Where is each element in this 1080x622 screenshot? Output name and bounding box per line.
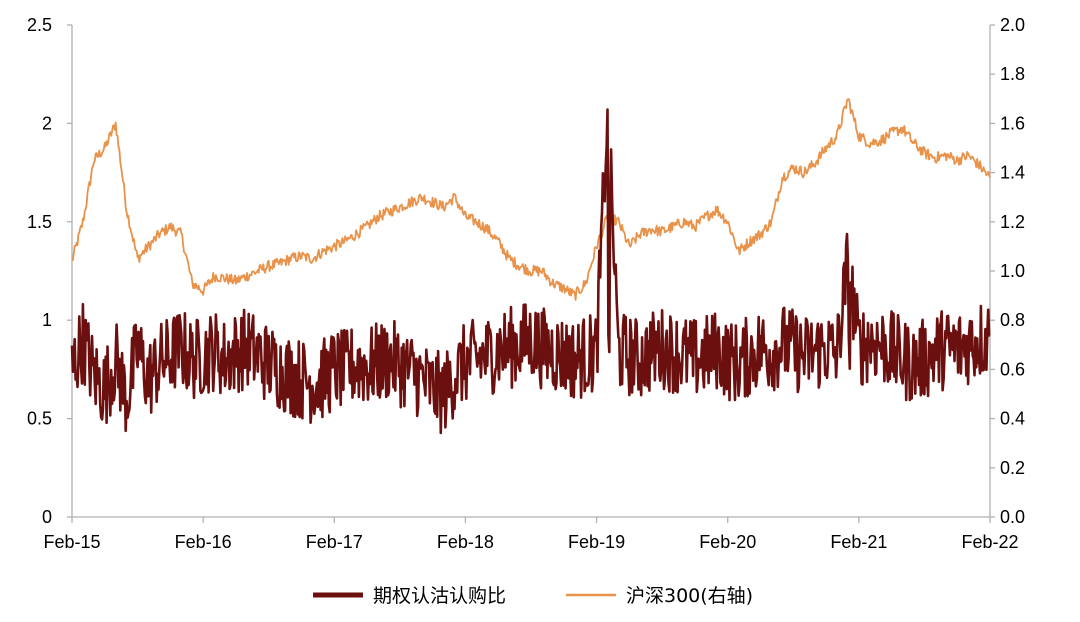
right-y-tick-label: 0.4 xyxy=(1000,409,1025,429)
series-line-hs300 xyxy=(71,98,991,301)
left-y-tick-label: 2.5 xyxy=(27,15,52,35)
x-tick-label: Feb-21 xyxy=(830,532,887,552)
x-tick-label: Feb-15 xyxy=(43,532,100,552)
right-y-tick-label: 1.6 xyxy=(1000,113,1025,133)
x-tick-label: Feb-17 xyxy=(306,532,363,552)
left-y-tick-label: 2 xyxy=(42,113,52,133)
x-tick-label: Feb-22 xyxy=(961,532,1018,552)
x-tick-label: Feb-18 xyxy=(437,532,494,552)
series-line-pcr xyxy=(70,108,991,435)
left-y-tick-label: 0 xyxy=(42,507,52,527)
x-tick-label: Feb-16 xyxy=(175,532,232,552)
right-y-tick-label: 0.6 xyxy=(1000,359,1025,379)
left-y-tick-label: 1 xyxy=(42,310,52,330)
series-layer xyxy=(70,98,991,435)
right-y-tick-label: 1.4 xyxy=(1000,163,1025,183)
legend-label-pcr: 期权认沽认购比 xyxy=(373,585,506,607)
right-y-tick-label: 2.0 xyxy=(1000,15,1025,35)
right-y-tick-label: 0.2 xyxy=(1000,458,1025,478)
x-tick-label: Feb-20 xyxy=(699,532,756,552)
right-y-tick-label: 1.0 xyxy=(1000,261,1025,281)
right-y-tick-label: 1.8 xyxy=(1000,64,1025,84)
left-y-tick-label: 0.5 xyxy=(27,409,52,429)
right-y-tick-label: 0.0 xyxy=(1000,507,1025,527)
left-y-tick-label: 1.5 xyxy=(27,212,52,232)
right-y-tick-label: 1.2 xyxy=(1000,212,1025,232)
legend-label-hs300: 沪深300(右轴) xyxy=(626,585,753,607)
x-axis-tick-labels: Feb-15 Feb-16 Feb-17 Feb-18 Feb-19 Feb-20 Feb-… xyxy=(43,532,1018,552)
legend: 期权认沽认购比 沪深300(右轴) xyxy=(313,585,753,607)
right-y-axis-tick-labels: 0.0 0.2 0.4 0.6 0.8 1.0 1.2 1.4 1.6 1.8 2.0 xyxy=(1000,15,1025,527)
axes xyxy=(67,24,995,523)
x-tick-label: Feb-19 xyxy=(568,532,625,552)
right-y-tick-label: 0.8 xyxy=(1000,310,1025,330)
left-y-axis-tick-labels: 0 0.5 1 1.5 2 2.5 xyxy=(27,15,52,527)
